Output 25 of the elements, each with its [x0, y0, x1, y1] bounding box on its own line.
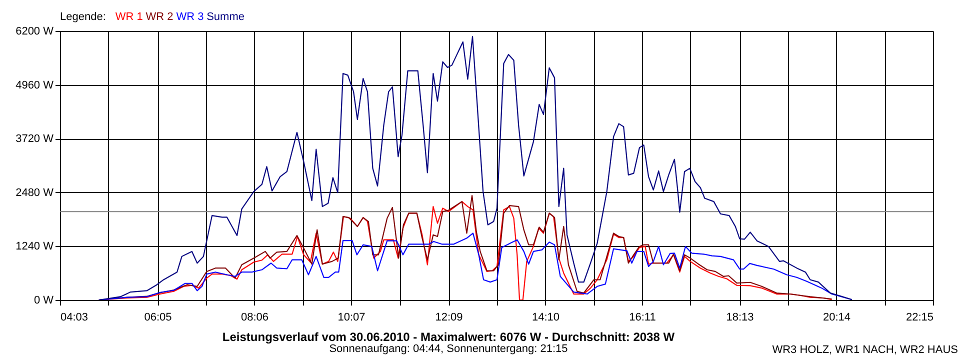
- y-tick-label: 1240 W: [16, 240, 54, 253]
- x-tick-label: 10:07: [338, 312, 366, 324]
- x-tick-label: 22:15: [906, 312, 934, 324]
- text: Leistungsverlauf vom 30.06.2010 - Maximalwert: 6076 W - Durchschnitt: 2038 W: [222, 330, 676, 344]
- x-tick-label: 20:14: [823, 312, 851, 324]
- legend-title: Legende:: [60, 11, 106, 23]
- text: WR 2: [146, 11, 174, 23]
- text: WR3 HOLZ, WR1 NACH, WR2 HAUS: [772, 344, 958, 356]
- text: Sonnenaufgang: 04:44, Sonnenuntergang: 21:15: [329, 343, 568, 355]
- y-tick-label: 6200 W: [16, 26, 54, 38]
- x-tick-label: 08:06: [241, 312, 269, 324]
- y-tick-label: 2480 W: [16, 186, 54, 199]
- y-tick-label: 4960 W: [16, 79, 54, 92]
- line-series: [98, 36, 852, 300]
- x-tick-label: 16:11: [629, 312, 656, 324]
- text: WR 1: [115, 11, 143, 23]
- x-tick-label: 04:03: [60, 312, 88, 324]
- y-tick-label: 3720 W: [16, 133, 54, 146]
- y-tick-label: 0 W: [34, 294, 54, 306]
- x-tick-label: 14:10: [532, 312, 560, 324]
- text: WR 3: [176, 11, 204, 23]
- text: Summe: [206, 11, 245, 23]
- x-tick-label: 12:09: [435, 312, 463, 324]
- x-tick-label: 06:05: [144, 312, 172, 324]
- x-tick-label: 18:13: [726, 312, 754, 324]
